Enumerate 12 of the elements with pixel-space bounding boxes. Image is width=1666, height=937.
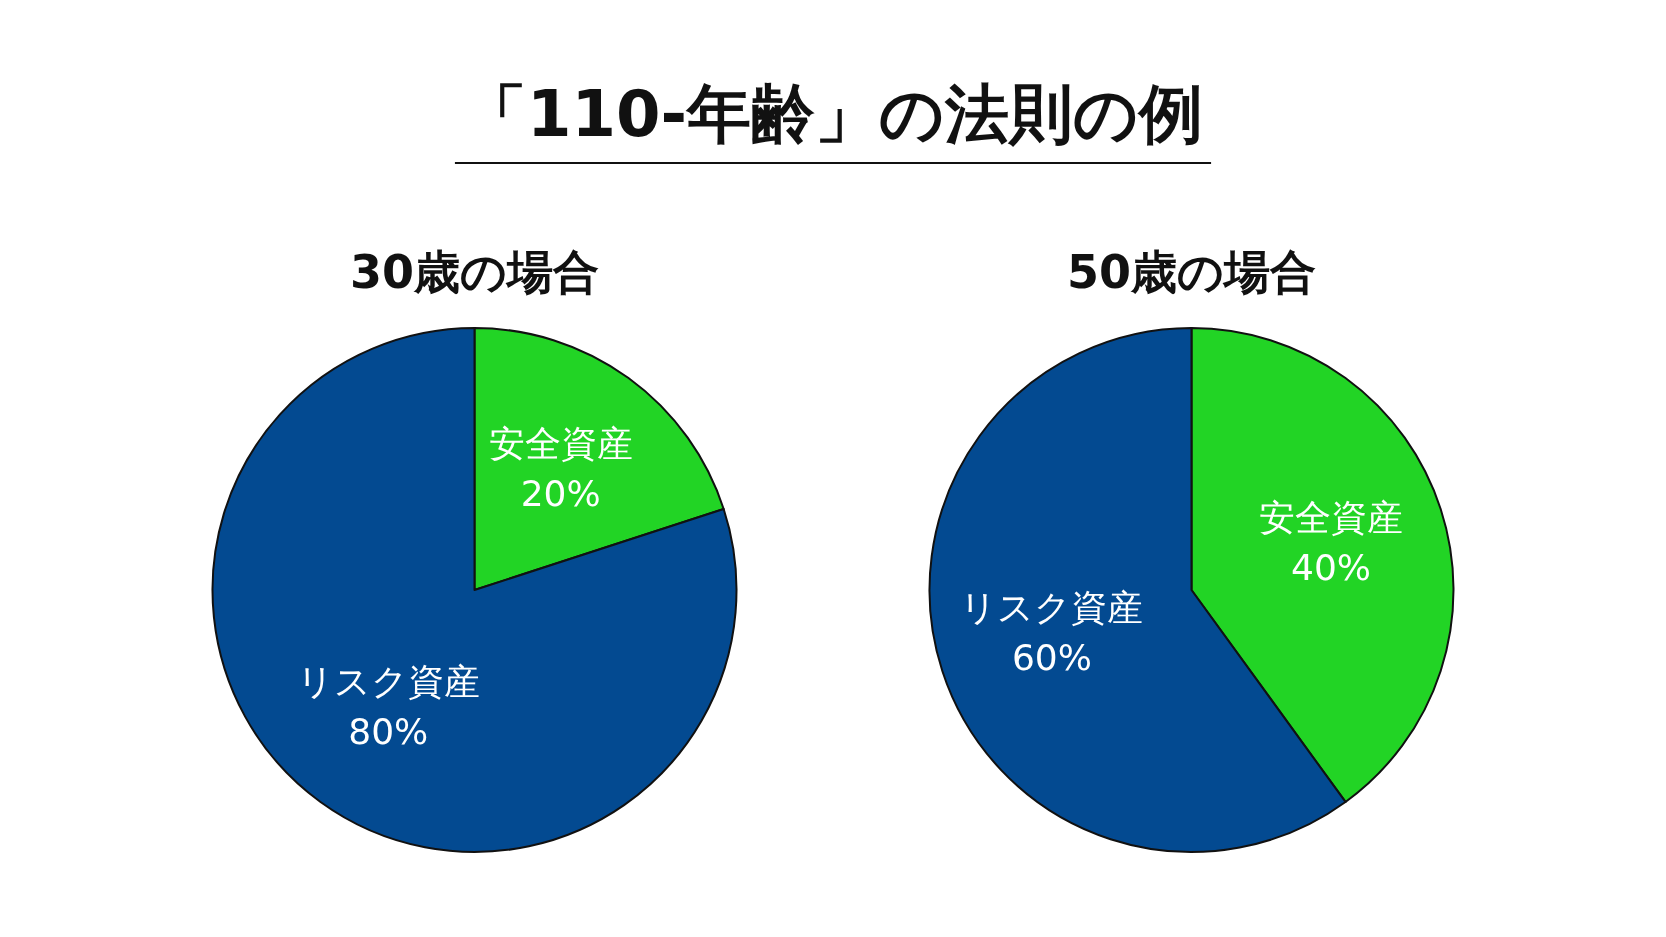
slice-label: リスク資産 bbox=[960, 587, 1144, 629]
data-label: 40% bbox=[1291, 546, 1372, 588]
data-label: 60% bbox=[1011, 637, 1092, 679]
text: 「110-年齢」の法則の例 bbox=[462, 76, 1204, 151]
slice-label: 安全資産 bbox=[1259, 496, 1404, 538]
slice-label: リスク資産 bbox=[296, 660, 480, 702]
data-label: 20% bbox=[520, 473, 601, 515]
pie-slice bbox=[211, 327, 738, 853]
data-label: 80% bbox=[348, 710, 429, 752]
chart-title: 30歳の場合 bbox=[349, 244, 600, 299]
slice-label: 安全資産 bbox=[488, 423, 633, 465]
chart-title: 50歳の場合 bbox=[1066, 244, 1317, 299]
